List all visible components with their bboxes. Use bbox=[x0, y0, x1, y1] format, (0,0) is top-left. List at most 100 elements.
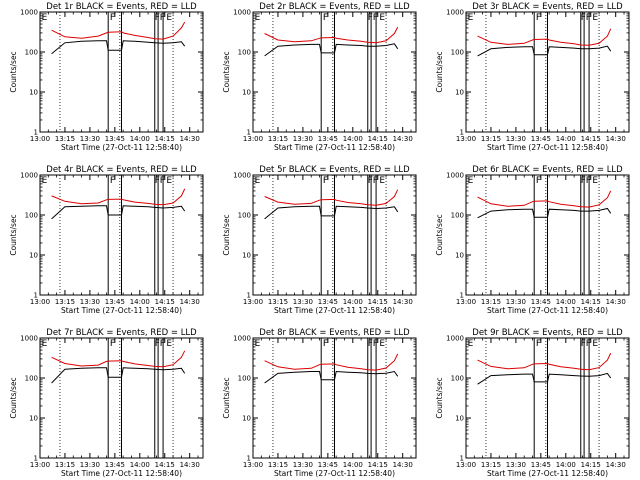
y-tick-label: 10 bbox=[242, 252, 251, 260]
mark-label: F bbox=[160, 176, 165, 186]
x-tick-label: 14:30 bbox=[606, 461, 626, 469]
mark-label: F bbox=[110, 176, 115, 186]
x-tick-label: 14:00 bbox=[343, 135, 363, 143]
x-tick-label: 13:15 bbox=[55, 461, 75, 469]
mark-label: E bbox=[468, 339, 474, 349]
x-tick-label: 13:45 bbox=[318, 461, 338, 469]
x-tick-label: 13:30 bbox=[293, 135, 313, 143]
mark-label: E bbox=[42, 13, 48, 23]
mark-label: F bbox=[586, 176, 591, 186]
mark-label: E bbox=[379, 339, 385, 349]
mark-label: F bbox=[536, 176, 541, 186]
mark-label: E bbox=[379, 13, 385, 23]
x-tick-label: 13:00 bbox=[243, 461, 263, 469]
x-axis-label: Start Time (27-Oct-11 12:58:40) bbox=[61, 469, 182, 478]
mark-label: F bbox=[323, 339, 328, 349]
lld-series-line bbox=[52, 189, 185, 205]
x-tick-label: 14:15 bbox=[368, 298, 388, 306]
x-tick-label: 13:00 bbox=[30, 298, 50, 306]
lld-series-line bbox=[52, 351, 185, 367]
y-tick-label: 1000 bbox=[446, 335, 464, 343]
x-tick-label: 14:00 bbox=[130, 461, 150, 469]
y-tick-label: 1000 bbox=[20, 335, 38, 343]
y-tick-label: 100 bbox=[238, 375, 251, 383]
x-tick-label: 13:15 bbox=[55, 135, 75, 143]
x-axis-label: Start Time (27-Oct-11 12:58:40) bbox=[274, 306, 395, 315]
y-axis-label: Counts/sec bbox=[9, 214, 18, 255]
y-tick-label: 10 bbox=[29, 415, 38, 423]
x-tick-label: 13:00 bbox=[243, 298, 263, 306]
events-series-line bbox=[265, 44, 398, 56]
mark-label: E bbox=[255, 176, 261, 186]
mark-label: E bbox=[166, 176, 172, 186]
chart-title: Det 5r BLACK = Events, RED = LLD bbox=[259, 165, 410, 175]
x-tick-label: 13:30 bbox=[506, 135, 526, 143]
y-axis-label: Counts/sec bbox=[9, 51, 18, 92]
mark-label: E bbox=[42, 339, 48, 349]
mark-label: F bbox=[586, 13, 591, 23]
y-tick-label: 10 bbox=[455, 89, 464, 97]
events-series-line bbox=[265, 372, 398, 384]
y-tick-label: 1000 bbox=[233, 172, 251, 180]
mark-label: F bbox=[373, 176, 378, 186]
x-tick-label: 14:30 bbox=[393, 298, 413, 306]
y-tick-label: 100 bbox=[238, 49, 251, 57]
x-tick-label: 14:30 bbox=[393, 461, 413, 469]
x-axis-label: Start Time (27-Oct-11 12:58:40) bbox=[487, 469, 608, 478]
mark-label: E bbox=[468, 13, 474, 23]
x-axis-label: Start Time (27-Oct-11 12:58:40) bbox=[274, 469, 395, 478]
lld-series-line bbox=[265, 27, 398, 43]
y-tick-label: 10 bbox=[455, 252, 464, 260]
x-axis-label: Start Time (27-Oct-11 12:58:40) bbox=[274, 143, 395, 152]
y-axis-label: Counts/sec bbox=[435, 214, 444, 255]
mark-label: E bbox=[468, 176, 474, 186]
mark-label: E bbox=[255, 13, 261, 23]
y-tick-label: 100 bbox=[451, 212, 464, 220]
y-axis-label: Counts/sec bbox=[222, 214, 231, 255]
x-tick-label: 14:15 bbox=[155, 298, 175, 306]
events-series-line bbox=[265, 206, 398, 219]
y-tick-label: 1000 bbox=[233, 335, 251, 343]
x-tick-label: 13:30 bbox=[506, 298, 526, 306]
y-tick-label: 1000 bbox=[446, 9, 464, 17]
x-tick-label: 14:15 bbox=[581, 135, 601, 143]
y-tick-label: 10 bbox=[455, 415, 464, 423]
mark-label: E bbox=[166, 13, 172, 23]
x-tick-label: 14:00 bbox=[556, 135, 576, 143]
x-tick-label: 13:45 bbox=[531, 135, 551, 143]
y-tick-label: 100 bbox=[238, 212, 251, 220]
x-axis-label: Start Time (27-Oct-11 12:58:40) bbox=[487, 306, 608, 315]
lld-series-line bbox=[478, 353, 611, 370]
x-tick-label: 14:30 bbox=[606, 298, 626, 306]
x-tick-label: 13:30 bbox=[506, 461, 526, 469]
y-tick-label: 10 bbox=[242, 415, 251, 423]
y-axis-label: Counts/sec bbox=[222, 377, 231, 418]
x-tick-label: 13:30 bbox=[80, 461, 100, 469]
mark-label: E bbox=[592, 339, 598, 349]
chart-title: Det 6r BLACK = Events, RED = LLD bbox=[472, 165, 623, 175]
x-tick-label: 13:30 bbox=[293, 298, 313, 306]
x-tick-label: 13:45 bbox=[531, 461, 551, 469]
y-tick-label: 1000 bbox=[233, 9, 251, 17]
x-tick-label: 14:15 bbox=[368, 461, 388, 469]
mark-label: F bbox=[373, 339, 378, 349]
x-tick-label: 14:15 bbox=[581, 461, 601, 469]
x-tick-label: 13:45 bbox=[105, 135, 125, 143]
chart-panel-7: Det 7r BLACK = Events, RED = LLDE F F F E110… bbox=[9, 328, 203, 478]
x-tick-label: 14:00 bbox=[343, 461, 363, 469]
y-tick-label: 10 bbox=[242, 89, 251, 97]
mark-label: F bbox=[110, 13, 115, 23]
mark-label: E bbox=[379, 176, 385, 186]
mark-label: E bbox=[592, 176, 598, 186]
x-tick-label: 13:45 bbox=[531, 298, 551, 306]
lld-series-line bbox=[265, 354, 398, 370]
mark-label: F bbox=[160, 339, 165, 349]
x-tick-label: 14:00 bbox=[130, 135, 150, 143]
events-series-line bbox=[478, 46, 611, 56]
x-tick-label: 14:30 bbox=[606, 135, 626, 143]
